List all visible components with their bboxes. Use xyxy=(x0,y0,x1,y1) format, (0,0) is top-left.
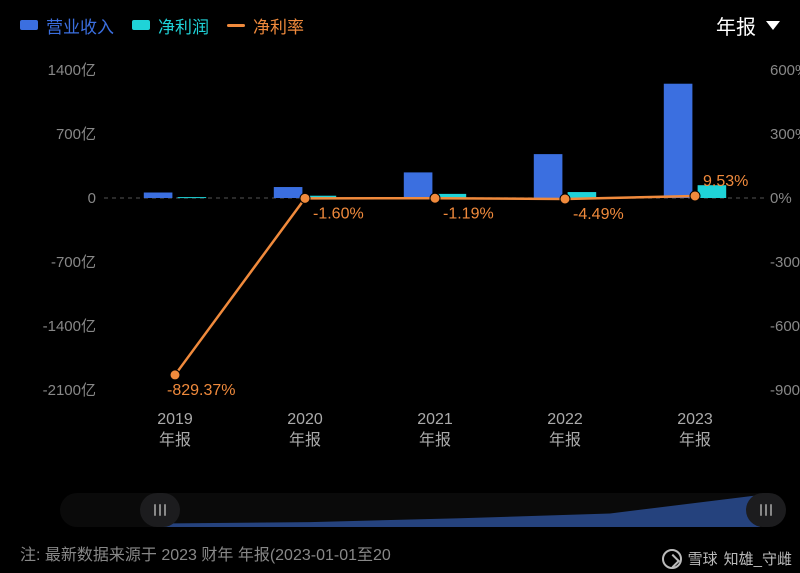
data-source-note: 注: 最新数据来源于 2023 财年 年报(2023-01-01至20 xyxy=(20,541,391,565)
scrubber-handle-right[interactable] xyxy=(746,493,786,527)
line-marker[interactable] xyxy=(300,193,310,203)
legend-label-margin: 净利率 xyxy=(253,13,304,38)
bar-revenue[interactable] xyxy=(144,193,173,198)
legend-swatch-profit xyxy=(132,20,150,30)
chart-header: 营业收入 净利润 净利率 年报 xyxy=(0,0,800,50)
pct-label: -4.49% xyxy=(573,206,624,223)
legend-item-margin[interactable]: 净利率 xyxy=(227,13,304,38)
svg-text:-900%: -900% xyxy=(770,382,800,399)
x-tick: 2021年报 xyxy=(395,410,475,452)
svg-text:0: 0 xyxy=(88,190,96,207)
bar-revenue[interactable] xyxy=(274,187,303,198)
bar-revenue[interactable] xyxy=(534,154,563,198)
footer-source: 雪球 xyxy=(688,548,718,569)
chevron-down-icon xyxy=(766,21,780,30)
legend-item-revenue[interactable]: 营业收入 xyxy=(20,13,114,38)
svg-text:1400亿: 1400亿 xyxy=(48,62,96,79)
x-tick: 2023年报 xyxy=(655,410,735,452)
x-tick: 2022年报 xyxy=(525,410,605,452)
x-tick: 2019年报 xyxy=(135,410,215,452)
bar-profit[interactable] xyxy=(178,197,207,198)
pct-label: 9.53% xyxy=(703,173,748,190)
pct-label: -1.19% xyxy=(443,205,494,222)
line-marker[interactable] xyxy=(560,194,570,204)
legend-item-profit[interactable]: 净利润 xyxy=(132,13,209,38)
pct-label: -829.37% xyxy=(167,382,236,399)
period-dropdown[interactable]: 年报 xyxy=(716,11,780,40)
legend-swatch-revenue xyxy=(20,20,38,30)
svg-text:700亿: 700亿 xyxy=(56,126,96,143)
financial-chart[interactable]: 1400亿 700亿 0 -700亿 -1400亿 -2100亿 600% 300% 0% -30… xyxy=(0,60,800,410)
bar-revenue[interactable] xyxy=(664,84,693,198)
legend-label-revenue: 营业收入 xyxy=(46,13,114,38)
svg-text:600%: 600% xyxy=(770,62,800,79)
legend: 营业收入 净利润 净利率 xyxy=(20,13,304,38)
bar-revenue[interactable] xyxy=(404,172,433,198)
svg-text:-1400亿: -1400亿 xyxy=(43,318,96,335)
source-badge-icon xyxy=(662,549,682,569)
svg-text:-700亿: -700亿 xyxy=(51,254,96,271)
period-dropdown-label: 年报 xyxy=(716,11,756,40)
line-marker[interactable] xyxy=(430,193,440,203)
svg-text:300%: 300% xyxy=(770,126,800,143)
time-scrubber[interactable] xyxy=(60,493,780,527)
line-marker[interactable] xyxy=(170,370,180,380)
legend-label-profit: 净利润 xyxy=(158,13,209,38)
svg-text:0%: 0% xyxy=(770,190,792,207)
x-tick: 2020年报 xyxy=(265,410,345,452)
line-marker[interactable] xyxy=(690,191,700,201)
scrubber-handle-left[interactable] xyxy=(140,493,180,527)
svg-text:-300%: -300% xyxy=(770,254,800,271)
x-axis: 2019年报 2020年报 2021年报 2022年报 2023年报 xyxy=(0,410,800,456)
pct-label: -1.60% xyxy=(313,205,364,222)
svg-text:-600%: -600% xyxy=(770,318,800,335)
svg-text:-2100亿: -2100亿 xyxy=(43,382,96,399)
legend-swatch-margin xyxy=(227,24,245,27)
footer-attribution: 雪球 知雄_守雌 xyxy=(662,548,792,569)
footer-author: 知雄_守雌 xyxy=(724,548,792,569)
